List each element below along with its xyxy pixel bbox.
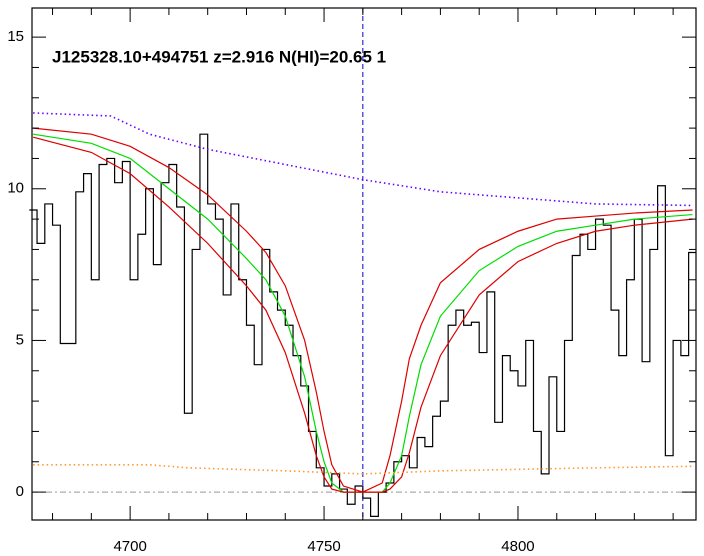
x-tick-label: 4800 xyxy=(501,538,534,555)
x-tick-label: 4750 xyxy=(307,538,340,555)
series-line xyxy=(33,127,693,493)
series-line xyxy=(33,136,693,493)
y-tick-label: 0 xyxy=(16,483,24,500)
series-line xyxy=(33,463,693,475)
y-tick-label: 5 xyxy=(16,331,24,348)
y-tick-label: 15 xyxy=(7,28,24,45)
y-tick-label: 10 xyxy=(7,180,24,197)
series-line xyxy=(33,112,693,207)
chart-title: J125328.10+494751 z=2.916 N(HI)=20.65 1 xyxy=(52,47,386,66)
plot-frame xyxy=(31,7,697,521)
x-tick-label: 4700 xyxy=(113,538,146,555)
